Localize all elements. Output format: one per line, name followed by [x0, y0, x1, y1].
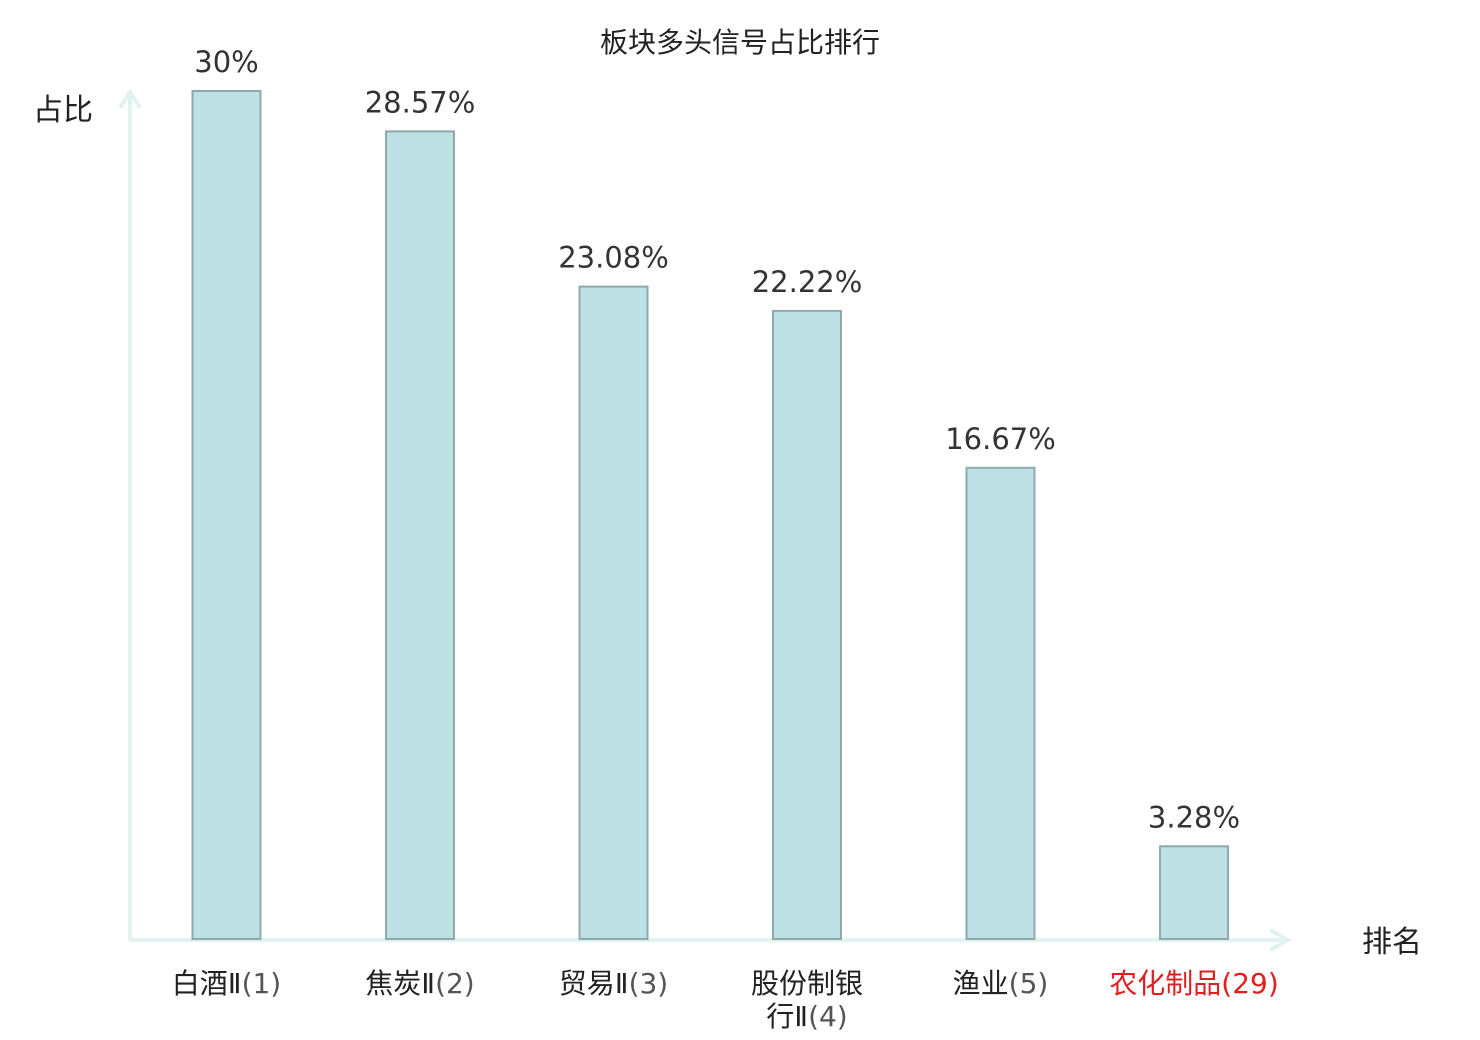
category-tick-label: 贸易Ⅱ(3): [559, 967, 668, 1000]
bar: [1159, 845, 1229, 940]
data-label: 22.22%: [752, 265, 863, 299]
bar-group: [191, 90, 1229, 941]
category-name: 行Ⅱ: [766, 1000, 808, 1033]
category-name: 农化制品: [1109, 967, 1221, 1000]
data-label: 28.57%: [365, 85, 476, 119]
y-axis-title: 占比: [33, 93, 93, 128]
category-tick-label: 白酒Ⅱ(1): [172, 967, 281, 1000]
category-name: 股份制银: [751, 967, 863, 1000]
x-axis-arrow: [1269, 928, 1293, 952]
category-rank: (29): [1221, 967, 1278, 1000]
category-rank: (3): [629, 967, 669, 1000]
category-tick-label: 农化制品(29): [1109, 967, 1279, 1000]
data-label: 3.28%: [1148, 800, 1240, 834]
category-label-group: 白酒Ⅱ(1) 焦炭Ⅱ(2) 贸易Ⅱ(3) 股份制银行Ⅱ(4) 渔业(5) 农化制品(29): [172, 967, 1279, 1033]
data-label: 30%: [194, 45, 258, 79]
category-rank: (4): [808, 1000, 848, 1033]
category-name: 白酒Ⅱ: [172, 967, 242, 1000]
category-rank: (5): [1009, 967, 1049, 1000]
bar: [385, 130, 455, 940]
x-axis: [130, 928, 1293, 952]
category-rank: (1): [242, 967, 282, 1000]
category-tick-label: 焦炭Ⅱ(2): [365, 967, 474, 1000]
category-tick-label: 渔业(5): [953, 967, 1049, 1000]
bar: [578, 285, 649, 941]
data-label: 16.67%: [945, 422, 1056, 456]
x-axis-title: 排名: [1362, 925, 1422, 960]
y-axis-arrow: [118, 88, 142, 110]
category-tick-label: 股份制银行Ⅱ(4): [751, 967, 863, 1033]
value-label-group: 30% 28.57% 23.08% 22.22% 16.67% 3.28%: [194, 45, 1240, 834]
bar: [191, 90, 262, 940]
y-axis: [118, 88, 142, 940]
category-name: 贸易Ⅱ: [559, 967, 629, 1000]
bar: [965, 466, 1036, 940]
category-rank: (2): [435, 967, 475, 1000]
chart-title: 板块多头信号占比排行: [600, 26, 880, 59]
bar: [772, 309, 842, 940]
data-label: 23.08%: [558, 241, 669, 275]
category-name: 渔业: [953, 967, 1009, 1000]
category-name: 焦炭Ⅱ: [365, 967, 435, 1000]
